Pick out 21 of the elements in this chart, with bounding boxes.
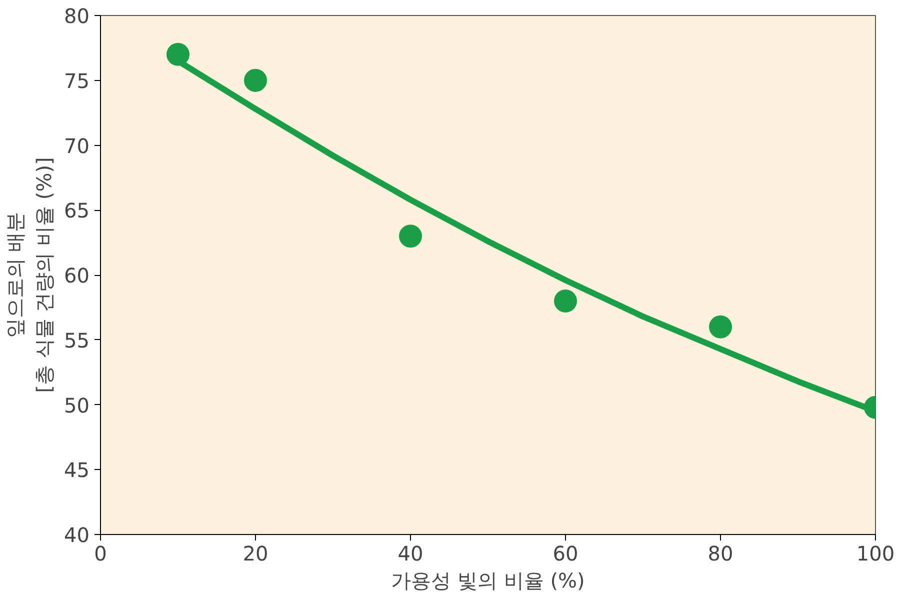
y-tick-label: 80 (64, 4, 90, 28)
x-tick-label: 100 (856, 542, 895, 566)
y-tick-label: 45 (64, 458, 90, 482)
y-tick-label: 55 (64, 328, 90, 352)
x-tick-label: 80 (708, 542, 734, 566)
y-tick-label: 70 (64, 134, 90, 158)
y-tick-label: 65 (64, 198, 90, 223)
y-axis-title: 잎으로의 배분 [총 식물 건량의 비율 (%)] (3, 157, 56, 393)
x-tick-label: 0 (94, 542, 107, 566)
y-tick-label: 75 (64, 68, 90, 93)
x-axis-title: 가용성 빛의 비율 (%) (391, 568, 585, 592)
y-tick-label: 40 (64, 523, 90, 547)
x-tick-label: 40 (398, 542, 424, 566)
x-tick-label: 60 (552, 542, 578, 566)
y-tick-label: 50 (64, 393, 90, 418)
point (244, 68, 267, 92)
point (554, 289, 577, 312)
x-tick-label: 20 (242, 542, 268, 566)
y-tick-label: 60 (64, 264, 90, 288)
point (399, 224, 422, 248)
point (709, 315, 732, 338)
